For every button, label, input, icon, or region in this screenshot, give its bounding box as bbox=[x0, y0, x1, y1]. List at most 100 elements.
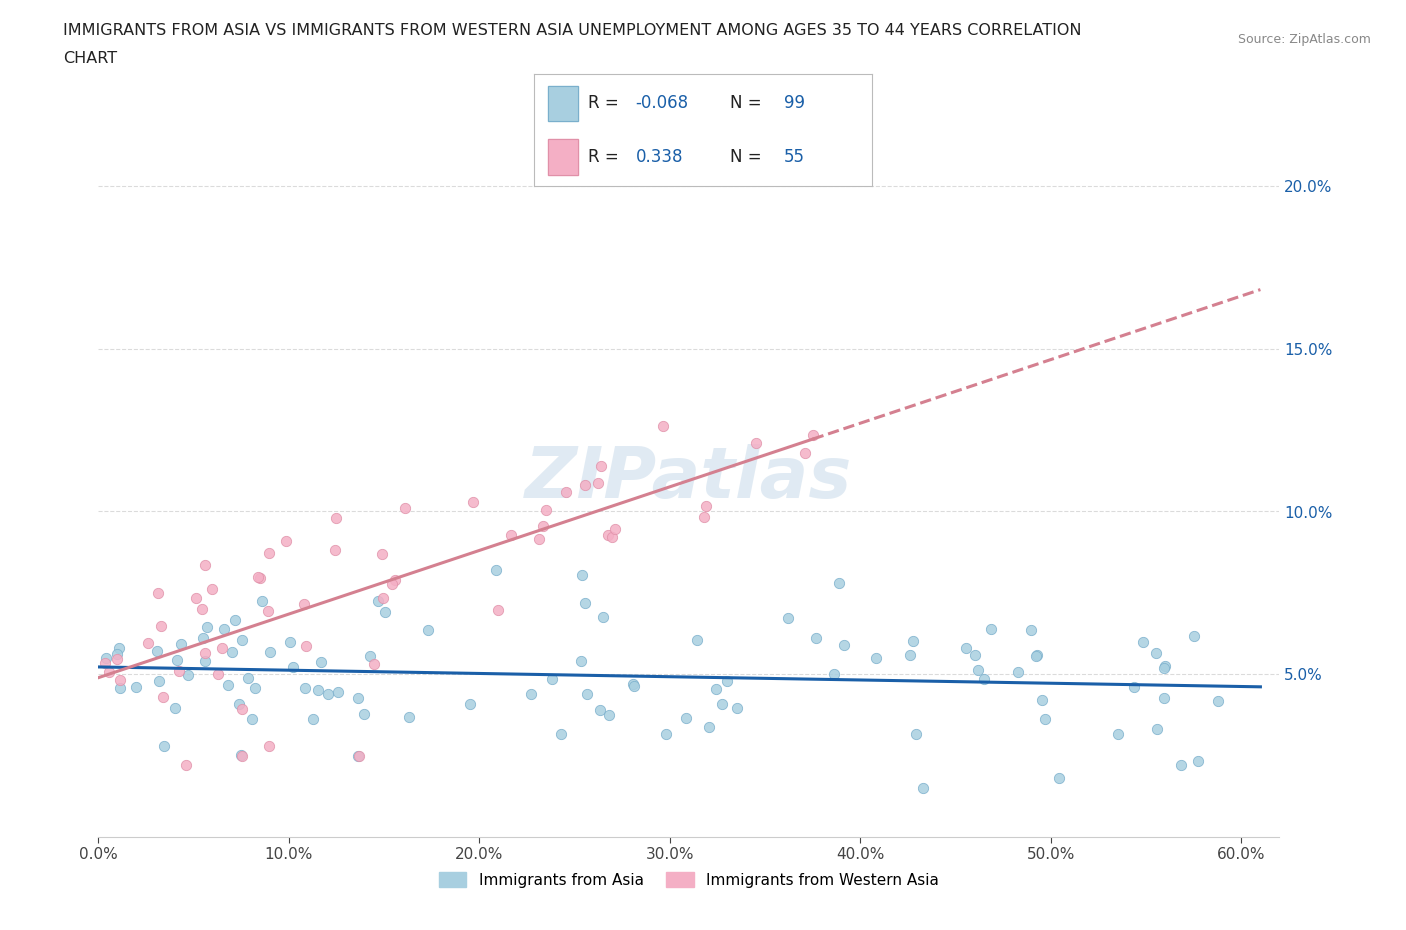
Immigrants from Asia bbox=[1035, 711, 1057, 726]
Immigrants from Asia bbox=[243, 680, 266, 695]
Immigrants from Western Asia bbox=[110, 672, 132, 687]
Immigrants from Asia bbox=[828, 576, 851, 591]
Immigrants from Asia bbox=[367, 594, 389, 609]
Immigrants from Asia bbox=[148, 673, 170, 688]
Immigrants from Asia bbox=[221, 644, 243, 659]
Immigrants from Western Asia bbox=[201, 581, 224, 596]
Immigrants from Asia bbox=[212, 621, 235, 636]
Immigrants from Asia bbox=[191, 631, 214, 645]
Immigrants from Western Asia bbox=[257, 545, 280, 560]
Immigrants from Asia bbox=[699, 720, 721, 735]
Bar bbox=[548, 140, 578, 175]
Immigrants from Western Asia bbox=[257, 738, 280, 753]
Immigrants from Asia bbox=[1007, 665, 1029, 680]
Immigrants from Asia bbox=[1146, 722, 1168, 737]
Immigrants from Western Asia bbox=[295, 639, 318, 654]
Immigrants from Asia bbox=[716, 674, 738, 689]
Immigrants from Asia bbox=[963, 648, 986, 663]
Immigrants from Asia bbox=[240, 711, 263, 726]
Immigrants from Asia bbox=[309, 655, 332, 670]
Immigrants from Asia bbox=[621, 676, 644, 691]
Immigrants from Western Asia bbox=[596, 527, 619, 542]
Immigrants from Western Asia bbox=[371, 547, 394, 562]
Immigrants from Western Asia bbox=[600, 529, 623, 544]
Immigrants from Asia bbox=[316, 686, 339, 701]
Immigrants from Asia bbox=[307, 683, 329, 698]
Text: 0.338: 0.338 bbox=[636, 148, 683, 166]
Immigrants from Asia bbox=[108, 640, 131, 655]
Immigrants from Western Asia bbox=[231, 748, 253, 763]
Immigrants from Asia bbox=[485, 563, 508, 578]
Immigrants from Western Asia bbox=[652, 418, 675, 433]
Text: IMMIGRANTS FROM ASIA VS IMMIGRANTS FROM WESTERN ASIA UNEMPLOYMENT AMONG AGES 35 : IMMIGRANTS FROM ASIA VS IMMIGRANTS FROM … bbox=[63, 23, 1081, 38]
Immigrants from Asia bbox=[217, 678, 239, 693]
Immigrants from Western Asia bbox=[207, 667, 229, 682]
Immigrants from Western Asia bbox=[98, 664, 121, 679]
Immigrants from Asia bbox=[725, 700, 748, 715]
Immigrants from Western Asia bbox=[274, 533, 297, 548]
Immigrants from Western Asia bbox=[292, 596, 315, 611]
Immigrants from Western Asia bbox=[186, 591, 208, 605]
Immigrants from Asia bbox=[146, 644, 169, 658]
Immigrants from Asia bbox=[224, 613, 246, 628]
Immigrants from Asia bbox=[1144, 645, 1167, 660]
Immigrants from Asia bbox=[832, 637, 855, 652]
Immigrants from Asia bbox=[302, 711, 325, 726]
Immigrants from Asia bbox=[1170, 758, 1192, 773]
Immigrants from Asia bbox=[231, 633, 253, 648]
Immigrants from Asia bbox=[1153, 660, 1175, 675]
Immigrants from Asia bbox=[1154, 658, 1177, 673]
Bar bbox=[548, 140, 578, 175]
Immigrants from Western Asia bbox=[695, 498, 717, 513]
Immigrants from Western Asia bbox=[194, 645, 217, 660]
Immigrants from Asia bbox=[326, 684, 349, 699]
Immigrants from Western Asia bbox=[231, 701, 253, 716]
Immigrants from Western Asia bbox=[394, 500, 416, 515]
Immigrants from Asia bbox=[231, 747, 253, 762]
Immigrants from Asia bbox=[1153, 690, 1175, 705]
Immigrants from Western Asia bbox=[461, 494, 484, 509]
Immigrants from Asia bbox=[912, 781, 935, 796]
Immigrants from Asia bbox=[374, 604, 396, 619]
Immigrants from Western Asia bbox=[152, 689, 174, 704]
Immigrants from Asia bbox=[574, 595, 596, 610]
Immigrants from Western Asia bbox=[534, 502, 557, 517]
Immigrants from Asia bbox=[353, 706, 375, 721]
Immigrants from Western Asia bbox=[249, 570, 271, 585]
Immigrants from Asia bbox=[250, 593, 273, 608]
Immigrants from Asia bbox=[901, 633, 924, 648]
Immigrants from Western Asia bbox=[693, 510, 716, 525]
Immigrants from Asia bbox=[1025, 647, 1047, 662]
Immigrants from Asia bbox=[94, 650, 117, 665]
Immigrants from Western Asia bbox=[501, 527, 523, 542]
Immigrants from Western Asia bbox=[794, 445, 817, 460]
Immigrants from Western Asia bbox=[363, 657, 385, 671]
Immigrants from Western Asia bbox=[589, 458, 612, 473]
Immigrants from Asia bbox=[598, 708, 620, 723]
Bar bbox=[548, 86, 578, 121]
Immigrants from Asia bbox=[569, 654, 592, 669]
Immigrants from Western Asia bbox=[554, 485, 576, 499]
Immigrants from Western Asia bbox=[246, 569, 269, 584]
Immigrants from Asia bbox=[623, 679, 645, 694]
Immigrants from Asia bbox=[711, 697, 734, 711]
Immigrants from Western Asia bbox=[94, 655, 117, 670]
Text: -0.068: -0.068 bbox=[636, 95, 689, 113]
Immigrants from Asia bbox=[898, 647, 921, 662]
Immigrants from Asia bbox=[955, 641, 977, 656]
Immigrants from Asia bbox=[520, 686, 543, 701]
Immigrants from Asia bbox=[1107, 726, 1129, 741]
Immigrants from Asia bbox=[980, 622, 1002, 637]
Legend: Immigrants from Asia, Immigrants from Western Asia: Immigrants from Asia, Immigrants from We… bbox=[433, 866, 945, 894]
Immigrants from Asia bbox=[541, 671, 564, 686]
Immigrants from Western Asia bbox=[381, 577, 404, 591]
Immigrants from Asia bbox=[281, 659, 304, 674]
Immigrants from Asia bbox=[294, 680, 316, 695]
Immigrants from Asia bbox=[655, 727, 678, 742]
Immigrants from Western Asia bbox=[745, 435, 768, 450]
Text: Source: ZipAtlas.com: Source: ZipAtlas.com bbox=[1237, 33, 1371, 46]
Immigrants from Western Asia bbox=[384, 573, 406, 588]
Immigrants from Asia bbox=[704, 682, 727, 697]
Immigrants from Western Asia bbox=[486, 603, 509, 618]
Immigrants from Asia bbox=[125, 680, 148, 695]
